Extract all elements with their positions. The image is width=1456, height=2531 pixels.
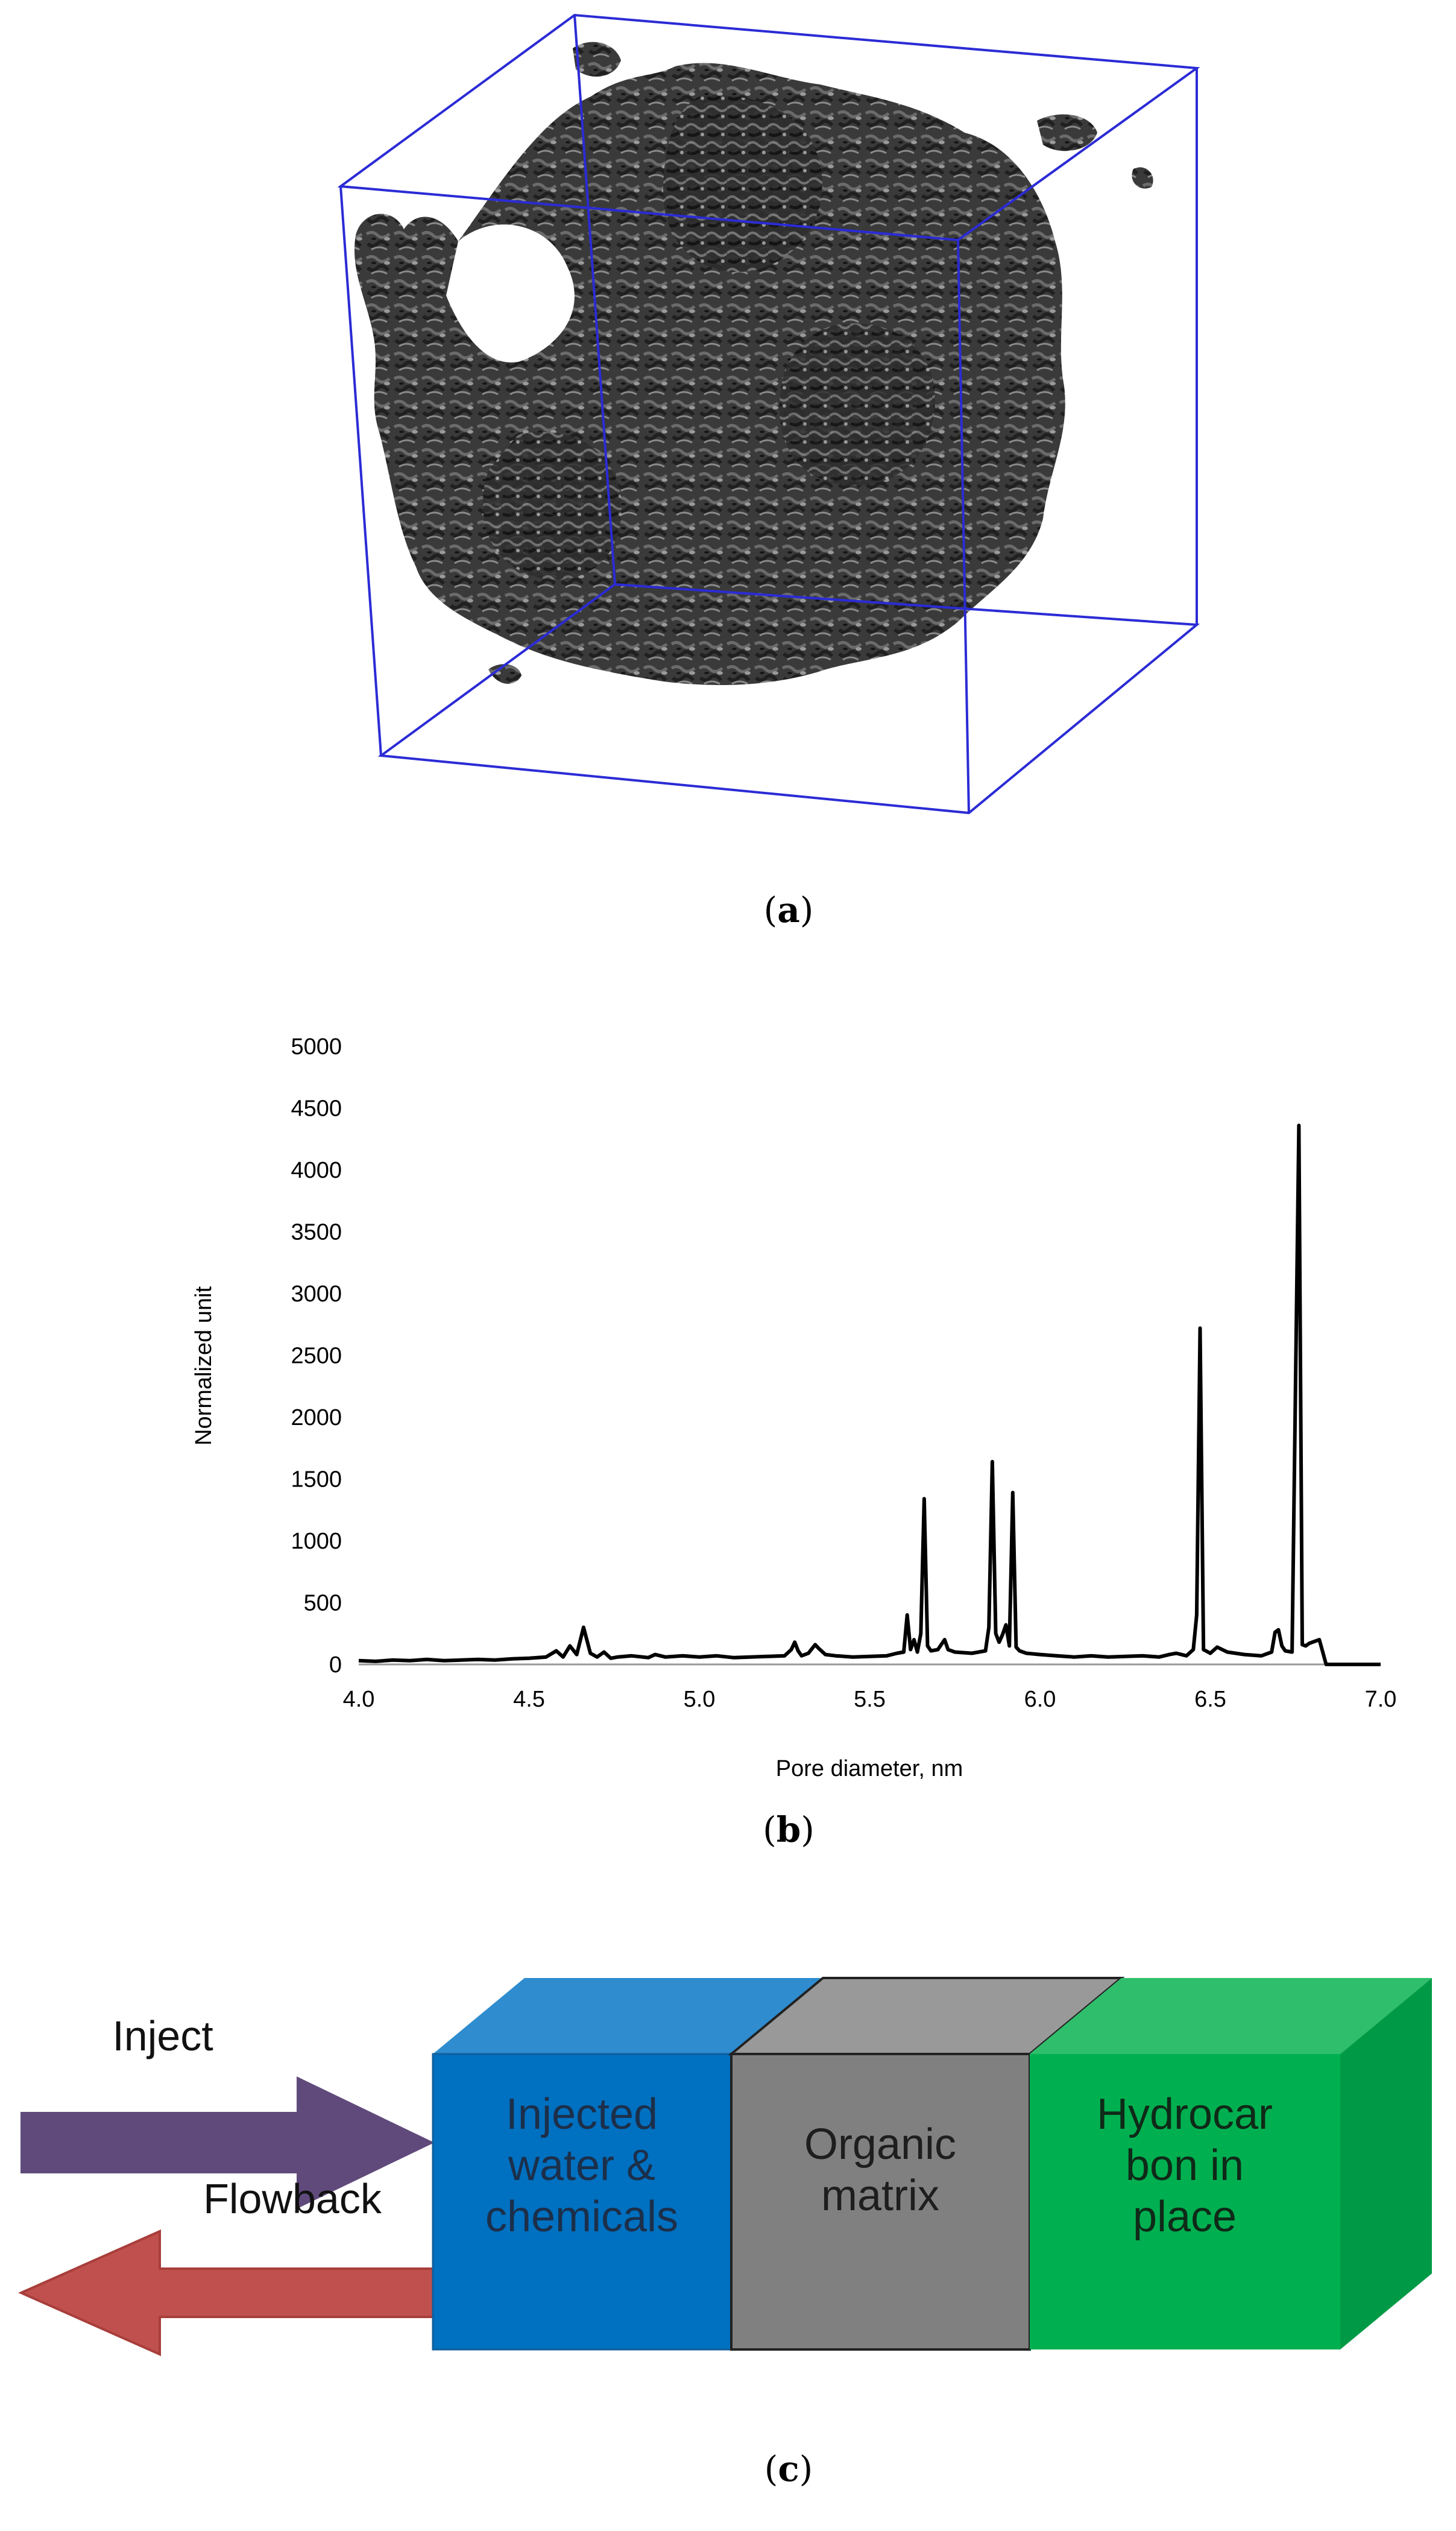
pore-network-render [338, 13, 1200, 815]
block-hydrocarbon-line3: place [1133, 2193, 1237, 2241]
x-tick-label: 5.5 [854, 1687, 886, 1712]
y-tick-label: 4500 [291, 1096, 342, 1122]
x-tick-label: 6.0 [1024, 1687, 1056, 1712]
block-organic-line2: matrix [821, 2172, 939, 2220]
flowback-arrow [18, 2229, 441, 2357]
block-injected-line1: Injected [506, 2090, 658, 2138]
x-tick-label: 5.0 [684, 1687, 716, 1712]
flowback-label: Flowback [203, 2175, 382, 2222]
panel-label-b: (b) [763, 1809, 815, 1850]
block-hydrocarbon-text: Hydrocar bon in place [1097, 2090, 1273, 2241]
block-injected-line3: chemicals [485, 2193, 678, 2241]
block-injected-line2: water & [508, 2141, 655, 2190]
flow-diagram: Inject Flowback Injected water & chemica… [18, 1977, 1432, 2357]
block-injected-text: Injected water & chemicals [485, 2090, 678, 2241]
inject-arrow [18, 2072, 440, 2213]
block-hydrocarbon-top [1030, 1978, 1432, 2054]
y-axis-label: Normalized unit [191, 1286, 216, 1446]
block-hydrocarbon-line1: Hydrocar [1097, 2090, 1273, 2138]
pore-size-distribution-chart: 0 500 1000 1500 2000 2500 3000 3500 4000 4500 5000… [191, 1034, 1397, 1781]
block-organic-front [730, 2053, 1031, 2351]
inject-label: Inject [112, 2012, 213, 2059]
y-tick-label: 3500 [291, 1220, 342, 1245]
x-axis-label: Pore diameter, nm [776, 1756, 963, 1781]
block-organic-text: Organic matrix [804, 2120, 956, 2220]
block-injected-front [432, 2053, 733, 2351]
bounding-box-wireframe [338, 13, 1200, 815]
y-tick-label: 2500 [291, 1344, 342, 1369]
x-tick-label: 7.0 [1365, 1687, 1397, 1712]
y-tick-label: 3000 [291, 1281, 342, 1307]
series-line [358, 1123, 1381, 1666]
y-tick-label: 1500 [291, 1467, 342, 1493]
y-tick-label: 0 [329, 1652, 342, 1678]
block-hydrocarbon-side [1340, 1978, 1432, 2349]
panel-label-c: (c) [764, 2448, 813, 2489]
pore-material [354, 42, 1153, 685]
y-tick-label: 2000 [291, 1405, 342, 1430]
block-injected-top [433, 1978, 823, 2054]
panel-label-a: (a) [763, 889, 814, 931]
x-axis-ticks: 4.0 4.5 5.0 5.5 6.0 6.5 7.0 [343, 1687, 1397, 1712]
y-tick-label: 4000 [291, 1158, 342, 1183]
y-tick-label: 5000 [291, 1034, 342, 1060]
y-tick-label: 1000 [291, 1529, 342, 1554]
y-axis-ticks: 0 500 1000 1500 2000 2500 3000 3500 4000 4500 5000 [291, 1034, 342, 1678]
x-tick-label: 4.0 [343, 1687, 375, 1712]
x-tick-label: 6.5 [1194, 1687, 1226, 1712]
block-hydrocarbon-front [1030, 2054, 1340, 2349]
block-hydrocarbon-line2: bon in [1126, 2141, 1244, 2190]
block-organic-line1: Organic [804, 2120, 956, 2169]
y-tick-label: 500 [304, 1591, 342, 1616]
x-tick-label: 4.5 [513, 1687, 545, 1712]
